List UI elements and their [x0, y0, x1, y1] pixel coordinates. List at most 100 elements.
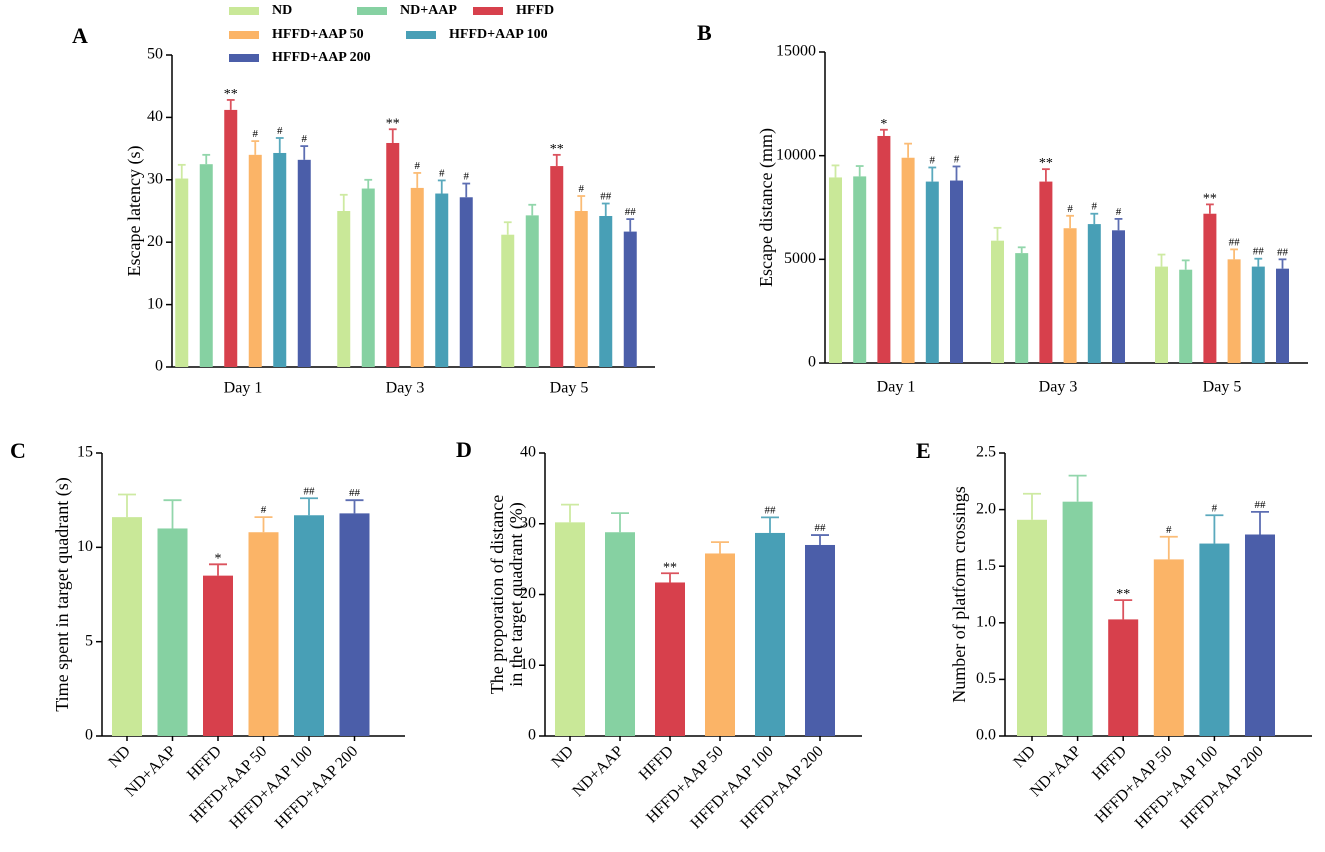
panel-letter: C [10, 438, 26, 463]
significance-mark: ## [1253, 246, 1265, 258]
significance-mark: # [1092, 201, 1098, 213]
significance-mark: ** [550, 142, 564, 157]
y-axis-title: Time spent in target quadrant (s) [52, 477, 73, 711]
x-tick-label: ND+AAP [1027, 743, 1084, 800]
y-tick-label: 0.0 [976, 727, 996, 744]
bar [410, 187, 424, 367]
significance-mark: * [880, 117, 887, 132]
significance-mark: ** [224, 87, 238, 102]
significance-mark: # [302, 133, 308, 145]
bar [339, 513, 370, 736]
legend-label: HFFD [516, 3, 554, 18]
bar [1039, 181, 1053, 363]
y-tick-label: 2.0 [976, 500, 996, 517]
legend-swatch [473, 7, 503, 15]
y-tick-label: 1.0 [976, 613, 996, 630]
bar [1015, 253, 1029, 363]
significance-mark: # [954, 153, 960, 165]
x-tick-label: HFFD+AAP 200 [1177, 743, 1266, 832]
bar [294, 515, 324, 736]
bar [623, 231, 637, 367]
bar [361, 188, 375, 367]
bar [435, 193, 449, 367]
y-tick-label: 0.5 [976, 670, 996, 687]
y-tick-label: 0 [85, 727, 93, 744]
y-axis-title-line2: in the target quadrant (%) [506, 502, 527, 687]
significance-mark: ## [625, 206, 637, 218]
y-tick-label: 0 [808, 354, 816, 371]
bar [459, 197, 473, 367]
y-tick-label: 50 [147, 46, 163, 63]
x-tick-label: HFFD+AAP 200 [272, 743, 361, 832]
bar [1155, 266, 1168, 363]
significance-mark: # [1116, 206, 1122, 218]
x-tick-label: Day 3 [386, 380, 425, 397]
bar [574, 211, 588, 367]
significance-mark: ## [815, 522, 827, 534]
panel-letter: E [916, 438, 931, 463]
significance-mark: # [439, 167, 445, 179]
significance-mark: # [1166, 524, 1172, 536]
bar [991, 240, 1004, 363]
x-tick-label: HFFD [184, 743, 225, 784]
bar [655, 582, 685, 736]
bar [248, 154, 262, 367]
bar [829, 177, 842, 363]
x-tick-label: ND+AAP [569, 743, 626, 800]
x-tick-label: Day 1 [877, 379, 916, 396]
y-tick-label: 40 [520, 444, 536, 461]
significance-mark: ** [1116, 587, 1130, 602]
significance-mark: # [464, 171, 470, 183]
y-tick-label: 20 [147, 233, 163, 250]
bar [1203, 213, 1217, 363]
legend-swatch [229, 54, 259, 62]
y-tick-label: 0 [528, 727, 536, 744]
bar [112, 517, 142, 736]
bar [501, 234, 515, 367]
bar [755, 532, 785, 736]
bar [1227, 259, 1241, 363]
bar [1276, 268, 1289, 363]
x-tick-label: ND [1010, 743, 1038, 771]
x-tick-label: ND [105, 743, 133, 771]
bar [705, 553, 735, 736]
y-tick-label: 0 [155, 358, 163, 375]
y-axis-title: Escape latency (s) [124, 146, 145, 277]
significance-mark: # [415, 160, 421, 172]
bar [605, 532, 635, 736]
panel-letter: D [456, 437, 472, 462]
bar [877, 135, 891, 363]
y-tick-label: 5000 [784, 250, 816, 267]
significance-mark: ## [1229, 236, 1241, 248]
legend-swatch [229, 31, 259, 39]
bar [1199, 543, 1230, 736]
bar [805, 544, 835, 736]
significance-mark: # [277, 125, 283, 137]
x-tick-label: ND [548, 743, 576, 771]
significance-mark: ## [1277, 246, 1289, 258]
bar [1062, 501, 1093, 736]
legend-label: ND+AAP [400, 3, 457, 18]
y-tick-label: 10000 [776, 146, 816, 163]
y-tick-label: 10 [147, 295, 163, 312]
significance-mark: ** [386, 116, 400, 131]
bar [599, 215, 613, 367]
y-axis-title: Number of platform crossings [949, 486, 969, 702]
legend: ND ND+AAP HFFD HFFD+AAP 50 HFFD+AAP 100 HFFD+… [229, 3, 554, 65]
legend-label: ND [272, 3, 292, 18]
significance-mark: ## [1255, 499, 1267, 511]
x-tick-label: Day 5 [1203, 379, 1242, 396]
legend-label: HFFD+AAP 50 [272, 27, 364, 42]
panel-e: E 0.0 0.5 1.0 1.5 2.0 2.5 Number of platform cr… [916, 438, 1312, 832]
bar [157, 528, 188, 736]
panel-letter: A [72, 23, 88, 48]
significance-mark: ## [765, 504, 777, 516]
bar [248, 532, 279, 736]
bar [1063, 228, 1077, 363]
x-tick-label: HFFD [1089, 743, 1130, 784]
significance-mark: ** [1203, 191, 1217, 206]
